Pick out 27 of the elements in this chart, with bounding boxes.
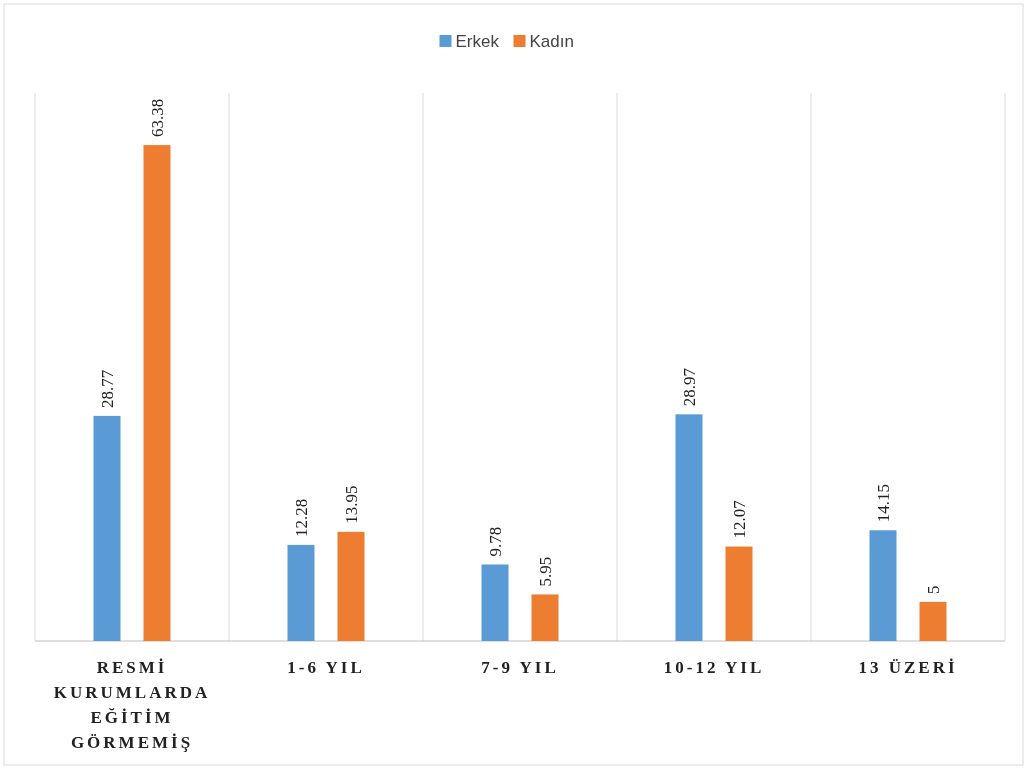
- bar: [481, 564, 509, 641]
- x-tick-label: RESMİ KURUMLARDA EĞİTİM GÖRMEMİŞ: [53, 658, 211, 752]
- bar: [919, 601, 947, 641]
- bar: [93, 415, 121, 641]
- x-tick-label: 1-6 YIL: [287, 658, 365, 677]
- data-label: 5.95: [536, 556, 555, 587]
- data-label: 28.97: [680, 367, 699, 407]
- x-tick-label: 7-9 YIL: [481, 658, 559, 677]
- bar: [869, 530, 897, 641]
- bar: [143, 145, 171, 641]
- data-label: 12.07: [730, 499, 749, 539]
- data-label: 9.78: [486, 526, 505, 557]
- legend-label: Erkek: [455, 32, 500, 51]
- bar: [337, 531, 365, 641]
- bar: [725, 546, 753, 641]
- legend-label: Kadın: [529, 32, 574, 51]
- data-label: 12.28: [292, 498, 311, 537]
- x-tick-label: 10-12 YIL: [663, 658, 765, 677]
- data-label: 28.77: [98, 369, 117, 408]
- data-label: 14.15: [874, 484, 893, 523]
- data-label: 63.38: [148, 98, 167, 138]
- data-label: 13.95: [342, 485, 361, 524]
- bar: [675, 414, 703, 641]
- data-label: 5: [924, 585, 943, 594]
- x-tick-label: 13 ÜZERİ: [858, 658, 958, 677]
- bar: [531, 594, 559, 641]
- bar: [287, 544, 315, 641]
